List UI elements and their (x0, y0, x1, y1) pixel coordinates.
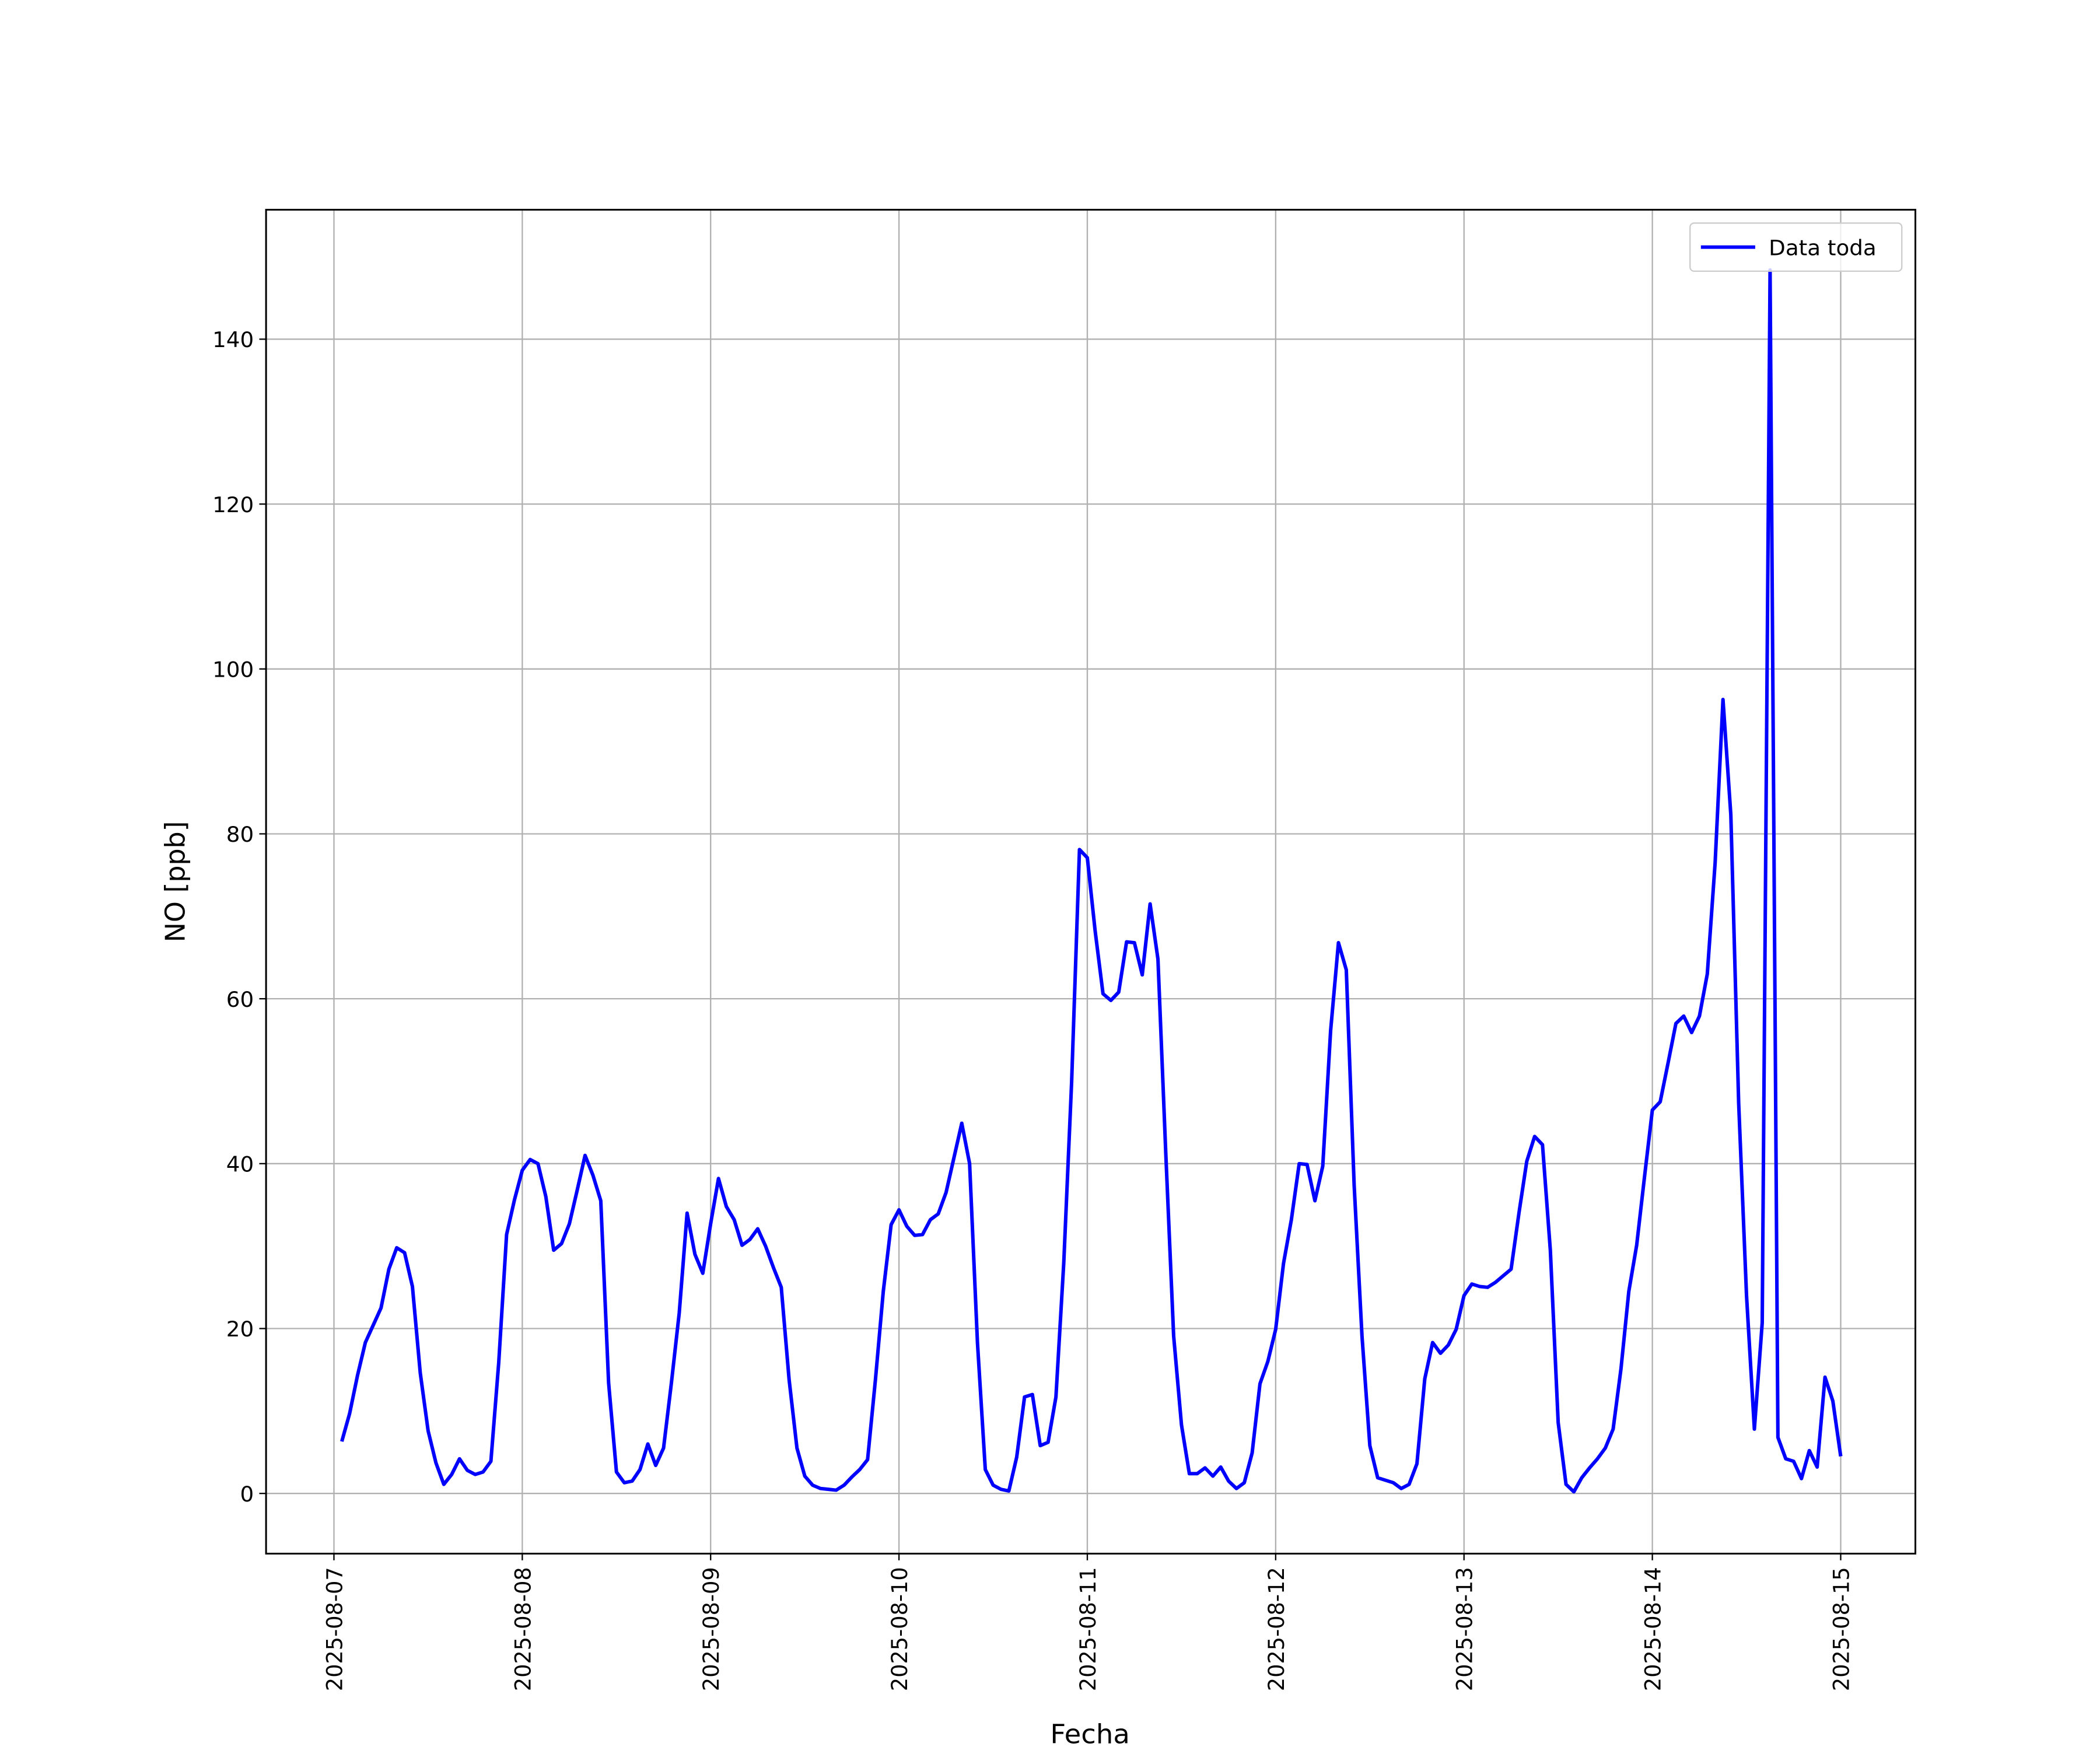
plot-frame (265, 209, 1917, 1555)
x-tick-label: 2025-08-14 (1640, 1567, 1665, 1691)
y-axis-label: NO [ppb] (159, 821, 191, 943)
x-tick-label: 2025-08-15 (1829, 1567, 1854, 1691)
legend: Data toda (1689, 222, 1903, 272)
y-tick-label: 0 (240, 1482, 254, 1507)
y-tick-label: 140 (212, 327, 254, 352)
y-tick-label: 60 (226, 987, 254, 1012)
y-tick-label: 80 (226, 822, 254, 847)
y-tick-label: 120 (212, 492, 254, 517)
x-axis-label: Fecha (1050, 1718, 1129, 1750)
y-tick-label: 100 (212, 657, 254, 682)
x-tick-label: 2025-08-11 (1076, 1567, 1101, 1691)
y-tick-label: 40 (226, 1152, 254, 1177)
x-tick-label: 2025-08-08 (510, 1567, 536, 1691)
x-tick-label: 2025-08-10 (887, 1567, 912, 1691)
legend-box (1689, 222, 1903, 272)
data-line (340, 268, 1843, 1494)
x-tick-label: 2025-08-07 (322, 1567, 347, 1691)
x-tick-label: 2025-08-12 (1264, 1567, 1289, 1691)
y-tick-label: 20 (226, 1317, 254, 1342)
legend-label: Data toda (1769, 236, 1876, 261)
x-tick-label: 2025-08-13 (1452, 1567, 1477, 1691)
x-tick-label: 2025-08-09 (699, 1567, 724, 1691)
